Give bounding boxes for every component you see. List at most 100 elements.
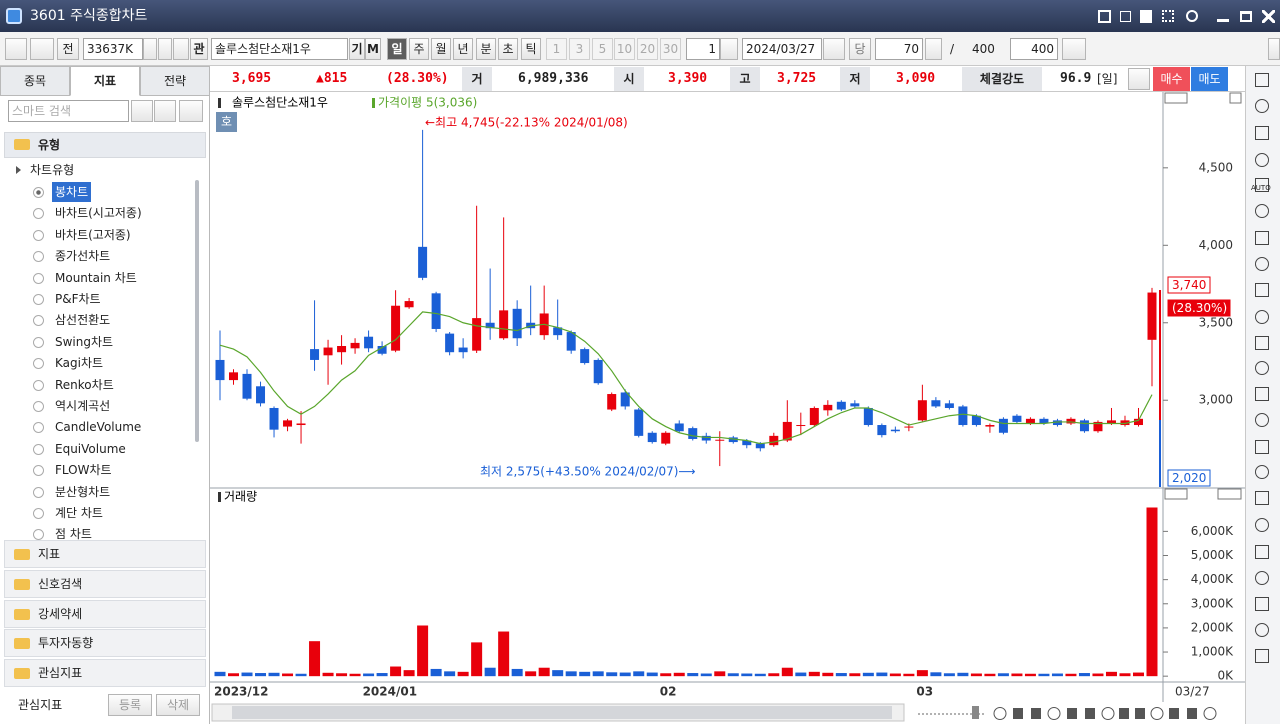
zoom-handle[interactable] [972,706,979,719]
chart-type-item[interactable]: 바차트(시고저종) [55,206,142,221]
chart-type-item[interactable]: EquiVolume [55,441,126,456]
panel-tab[interactable]: 전략 [140,66,210,96]
flag-button[interactable]: 기 [349,38,365,60]
window-button[interactable] [1098,10,1111,23]
radio-button[interactable] [33,272,44,284]
tool-icon[interactable] [1255,126,1269,140]
chart-type-item[interactable]: 종가선차트 [55,249,111,264]
tool-icon[interactable] [1255,99,1269,113]
code-dropdown[interactable] [143,38,157,60]
tool-icon[interactable] [1255,387,1269,401]
radio-button[interactable] [33,465,44,477]
next-button[interactable] [158,38,172,60]
chart-type-item[interactable]: Mountain 차트 [55,270,137,285]
tool-icon[interactable] [1255,310,1269,324]
tool-icon[interactable] [1255,73,1269,87]
chart-type-item[interactable]: Swing차트 [55,334,114,349]
search-label[interactable]: 관 [190,38,208,60]
code-input[interactable]: 33637K [83,38,143,60]
chart-type-item[interactable]: 분산형차트 [55,484,111,499]
count-input[interactable]: 70 [875,38,923,60]
tool-icon[interactable] [1255,649,1269,663]
chart-type-item[interactable]: Kagi차트 [55,356,104,371]
tool-icon[interactable] [1255,153,1269,167]
period-button[interactable]: 주 [409,38,429,60]
tool-icon[interactable] [1255,204,1269,218]
period-button[interactable]: 틱 [521,38,541,60]
section-header[interactable] [4,599,206,628]
period-button[interactable]: 일 [387,38,407,60]
period-button[interactable]: 월 [431,38,451,60]
interval-button[interactable]: 30 [660,38,681,60]
today-button[interactable]: 당 [849,38,871,60]
list-scrollbar[interactable] [195,180,199,442]
section-header[interactable] [4,659,206,688]
chart-type-item[interactable]: FLOW차트 [55,463,112,478]
tool-icon[interactable] [1255,571,1269,585]
radio-button[interactable] [33,208,44,220]
tool-icon[interactable] [1255,623,1269,637]
chart-type-item[interactable]: 역시계곡선 [55,399,111,413]
scrollbar-thumb[interactable] [232,706,892,719]
period-button[interactable]: 년 [453,38,473,60]
minimize-button[interactable] [1217,19,1229,22]
chart-type-item[interactable]: Renko차트 [55,377,114,392]
tool-icon[interactable] [1255,283,1269,297]
interval-button[interactable]: 5 [592,38,613,60]
radio-button[interactable] [33,251,44,263]
date-input[interactable]: 2024/03/27 [742,38,822,60]
maximize-button[interactable] [1240,11,1252,22]
tool-icon[interactable] [1255,518,1269,532]
pane-button[interactable] [1217,488,1242,500]
window-button[interactable] [1162,10,1174,22]
expand-button[interactable] [179,100,203,122]
radio-button[interactable] [33,443,44,455]
tool-icon[interactable] [1255,545,1269,559]
radio-button[interactable] [33,401,44,412]
clear-button[interactable] [131,100,153,122]
subgroup-title[interactable]: 차트유형 [30,163,75,177]
section-header[interactable] [4,540,206,568]
radio-button[interactable] [33,229,44,241]
tool-icon[interactable] [1255,178,1269,192]
search-button[interactable] [173,38,189,60]
tool-icon[interactable] [1255,413,1269,427]
help-button[interactable] [1186,10,1198,22]
interval-button[interactable]: 20 [637,38,658,60]
search-button[interactable] [154,100,176,122]
radio-button[interactable] [33,529,44,540]
interval-button[interactable]: 3 [569,38,590,60]
first-button[interactable] [5,38,27,60]
window-button[interactable] [1120,11,1131,22]
tool-icon[interactable] [1255,336,1269,350]
calendar-button[interactable] [823,38,845,60]
radio-button[interactable] [33,294,44,305]
chart-type-item[interactable]: 봉차트 [52,182,92,202]
radio-button[interactable] [33,358,44,370]
tool-icon[interactable] [1255,465,1269,479]
radio-button[interactable] [33,486,44,498]
panel-tab[interactable]: 지표 [70,66,140,96]
expand-button[interactable] [1268,38,1280,60]
pane-button[interactable] [1164,92,1188,104]
chart-type-item[interactable]: 삼선전환도 [55,313,111,328]
pane-button[interactable] [1229,92,1242,104]
tool-icon[interactable] [1255,361,1269,375]
close-button[interactable] [1262,10,1275,23]
radio-button[interactable] [33,336,44,348]
interval-button[interactable]: 1 [546,38,567,60]
settings-button[interactable] [1062,38,1086,60]
tool-icon[interactable] [1255,440,1269,454]
radio-button[interactable] [33,187,44,198]
interval-dropdown[interactable] [720,38,738,60]
list-button[interactable] [30,38,54,60]
window-button[interactable] [1140,10,1152,23]
add-button[interactable]: 등록 [108,694,152,716]
interval-button[interactable]: 10 [614,38,635,60]
flag-button[interactable]: M [365,38,381,60]
radio-button[interactable] [33,422,44,434]
tool-icon[interactable] [1255,597,1269,611]
period-button[interactable]: 초 [498,38,518,60]
order-badge[interactable] [216,112,237,132]
delete-button[interactable]: 삭제 [156,694,200,716]
